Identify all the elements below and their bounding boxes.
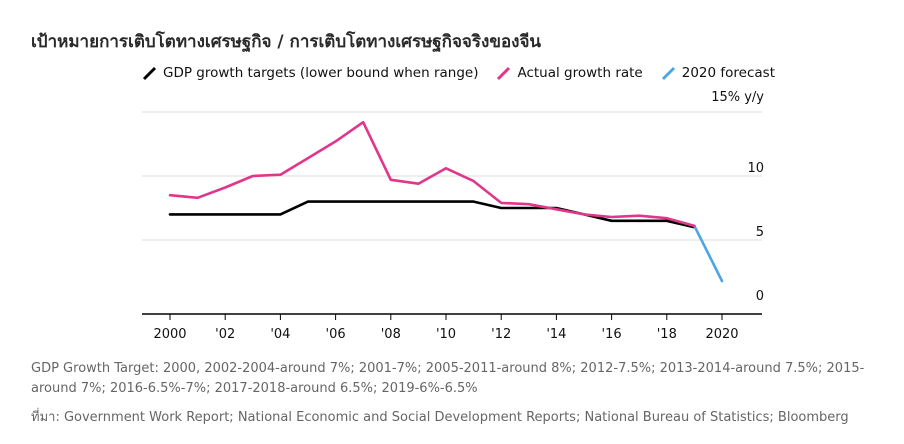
y-axis-top-label: 15% y/y [711, 90, 764, 105]
legend-item-forecast: 2020 forecast [661, 65, 775, 81]
series-line-actual [168, 120, 696, 228]
x-tick-label-2010: '10 [436, 327, 456, 342]
x-tick-label-2016: '16 [602, 327, 622, 342]
y-tick-label-0: 0 [756, 289, 764, 304]
series-line-forecast [693, 224, 724, 283]
legend-swatch-actual [496, 66, 511, 81]
legend-label-target: GDP growth targets (lower bound when ran… [163, 65, 479, 81]
y-tick-label-10: 10 [747, 161, 764, 176]
chart-note: GDP Growth Target: 2000, 2002-2004-aroun… [31, 361, 865, 396]
series-line-target [168, 200, 696, 229]
x-tick-label-2002: '02 [215, 327, 235, 342]
y-tick-label-5: 5 [756, 225, 764, 240]
legend-item-actual: Actual growth rate [496, 65, 643, 81]
chart-title: เป้าหมายการเติบโตทางเศรษฐกิจ / การเติบโต… [31, 32, 542, 52]
x-tick-label-2008: '08 [381, 327, 401, 342]
x-tick-label-2018: '18 [657, 327, 677, 342]
x-tick-label-2004: '04 [270, 327, 290, 342]
x-tick-label-2012: '12 [491, 327, 511, 342]
legend-swatch-forecast [661, 66, 676, 81]
legend: GDP growth targets (lower bound when ran… [142, 65, 793, 81]
x-tick-label-2006: '06 [326, 327, 346, 342]
legend-label-actual: Actual growth rate [517, 65, 643, 81]
x-tick-label-2020: 2020 [705, 327, 738, 342]
legend-label-forecast: 2020 forecast [681, 65, 775, 81]
legend-item-target: GDP growth targets (lower bound when ran… [142, 65, 478, 81]
chart-source: ที่มา: Government Work Report; National … [31, 410, 849, 425]
legend-swatch-target [142, 66, 157, 81]
x-tick-label-2000: 2000 [153, 327, 186, 342]
x-tick-label-2014: '14 [546, 327, 566, 342]
